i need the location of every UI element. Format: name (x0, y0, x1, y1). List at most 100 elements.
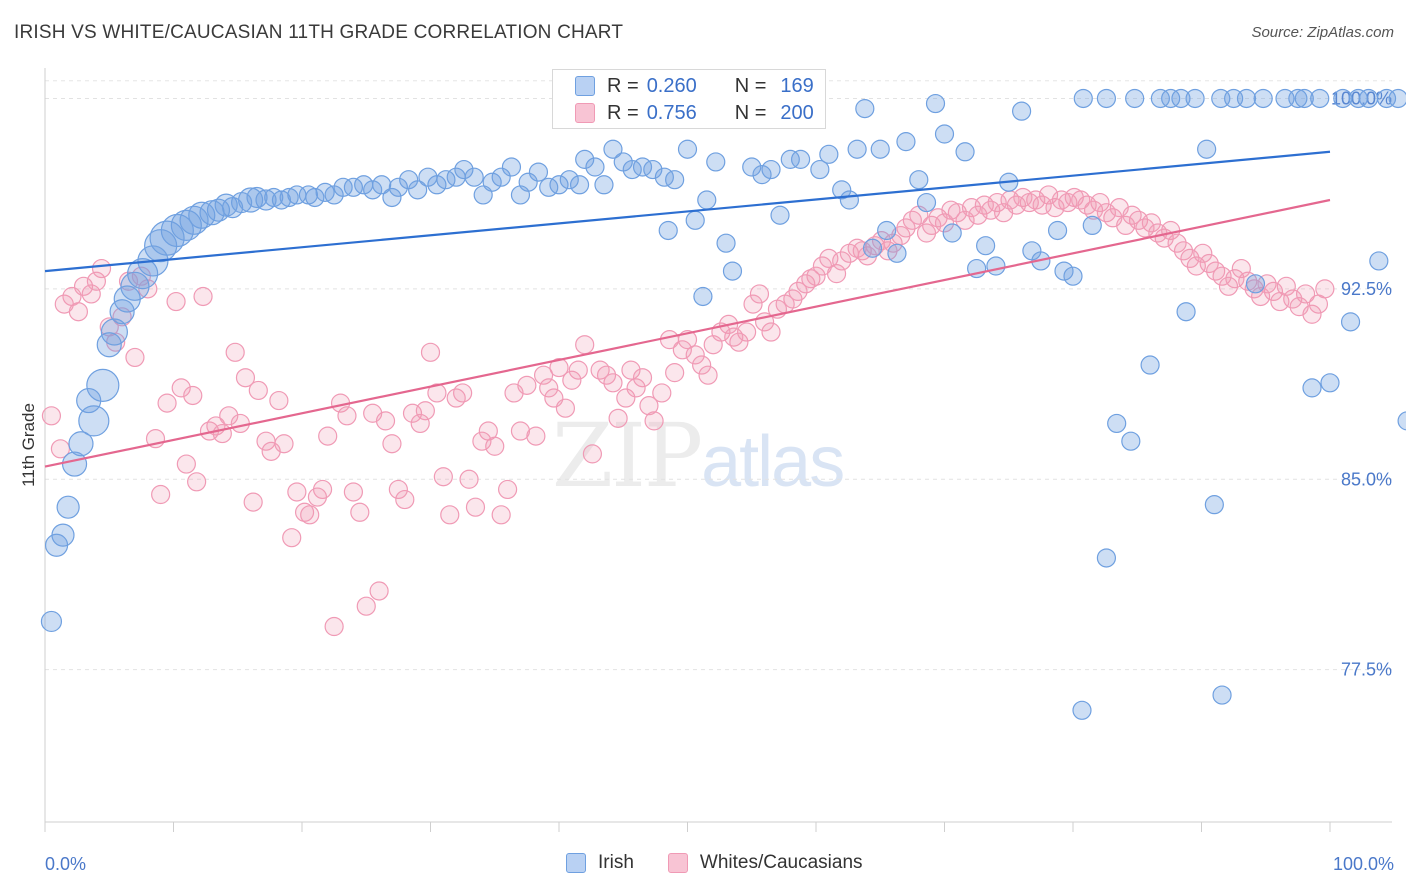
white-point (318, 426, 338, 446)
white-point (50, 439, 71, 459)
white-point (729, 332, 749, 352)
stats-legend: R = 0.260 N = 169 R = 0.756 N = 200 (552, 69, 826, 129)
white-point (73, 276, 94, 296)
irish-point (454, 159, 474, 180)
irish-point (1302, 378, 1322, 398)
chart-title: IRISH VS WHITE/CAUCASIAN 11TH GRADE CORR… (14, 22, 624, 43)
legend-n-label: N = (734, 101, 767, 124)
irish-point (909, 170, 929, 190)
legend-r-label: R = (607, 74, 639, 97)
irish-point (1397, 411, 1406, 431)
white-point (1206, 261, 1226, 281)
white-point (86, 271, 107, 291)
irish-point (1063, 266, 1083, 286)
irish-point (518, 172, 538, 192)
irish-point (855, 99, 875, 119)
irish-point (603, 139, 623, 159)
irish-point (896, 132, 916, 152)
white-point (749, 284, 770, 304)
irish-point (1161, 88, 1181, 109)
irish-point (170, 209, 202, 242)
irish-point (86, 368, 120, 402)
white-point (698, 365, 718, 385)
white-point (826, 264, 847, 284)
irish-point (78, 405, 110, 437)
irish-point (770, 205, 790, 225)
white-point (343, 482, 363, 502)
irish-point (427, 175, 447, 195)
white-point (1026, 190, 1046, 210)
legend-label-white: Whites/Caucasians (699, 852, 863, 873)
white-point (498, 479, 518, 500)
white-point (1251, 286, 1271, 307)
legend-item-irish: Irish (566, 852, 634, 874)
irish-point (594, 175, 614, 195)
white-point (582, 444, 603, 464)
white-point (947, 203, 967, 223)
white-point (219, 406, 239, 426)
white-swatch (667, 853, 688, 873)
irish-point (56, 495, 80, 519)
white-point (157, 393, 177, 413)
irish-point (305, 187, 325, 208)
irish-point (1096, 88, 1117, 109)
irish-point (40, 610, 63, 633)
white-point (453, 383, 473, 403)
white-point (472, 431, 492, 451)
white-point (369, 581, 389, 601)
irish-point (188, 201, 216, 229)
white-point (968, 205, 988, 225)
irish-point (1310, 88, 1330, 109)
irish-point (819, 144, 839, 164)
white-point (568, 360, 588, 380)
white-point (375, 411, 396, 431)
irish-point (1054, 261, 1074, 281)
white-point (171, 378, 191, 398)
legend-row-white: R = 0.756 N = 200 (575, 101, 814, 125)
watermark: ZIPatlas (552, 404, 845, 507)
white-point (225, 342, 245, 362)
irish-point (559, 170, 579, 190)
white-point (485, 436, 505, 456)
white-point (575, 335, 595, 355)
white-point (743, 294, 763, 314)
irish-point (832, 180, 852, 200)
irish-point (1212, 685, 1232, 705)
irish-point (549, 175, 569, 195)
irish-point (363, 180, 383, 200)
irish-point (144, 229, 178, 263)
irish-point (1082, 215, 1102, 236)
white-point (1302, 304, 1322, 324)
y-tick-label: 77.5% (1341, 660, 1392, 680)
irish-point (1072, 700, 1092, 720)
white-point (1141, 213, 1161, 233)
irish-point (685, 210, 705, 230)
white-point (459, 469, 479, 489)
irish-point (160, 213, 194, 248)
irish-point (408, 180, 428, 200)
irish-point (925, 93, 946, 114)
white-point (1276, 276, 1296, 296)
irish-point (1358, 88, 1379, 109)
white-point (235, 368, 256, 388)
white-point (248, 380, 268, 401)
white-point (533, 365, 554, 385)
white-point (388, 479, 408, 500)
irish-point (955, 142, 975, 162)
irish-point (810, 159, 830, 180)
white-point (410, 413, 430, 434)
irish-point (1121, 431, 1141, 451)
white-point (230, 413, 250, 434)
irish-point (333, 177, 353, 197)
irish-trend-line (44, 150, 1331, 273)
irish-point (722, 261, 743, 281)
legend-n-value: 169 (780, 74, 814, 97)
irish-point (1073, 88, 1093, 109)
white-point (603, 373, 623, 393)
irish-point (271, 190, 292, 210)
white-point (539, 378, 559, 398)
white-trend-line (44, 198, 1331, 468)
irish-point (264, 187, 284, 208)
irish-point (575, 149, 595, 169)
